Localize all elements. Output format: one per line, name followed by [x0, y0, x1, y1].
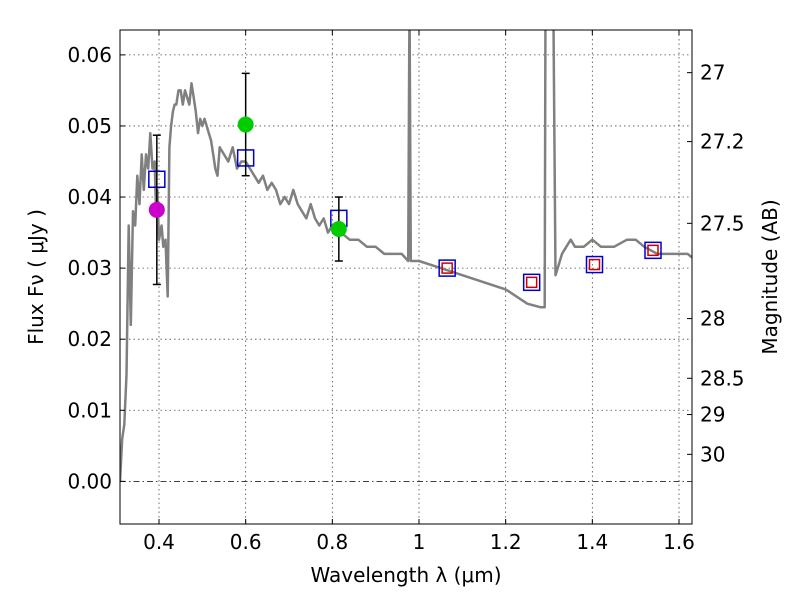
x-tick-label: 0.4	[143, 530, 175, 554]
x-tick-label: 1.6	[663, 530, 695, 554]
model-flux-marker	[522, 273, 541, 292]
observed-flux-marker	[588, 258, 601, 271]
observed-flux-marker	[525, 276, 538, 289]
y-tick-label: 0.01	[67, 398, 112, 422]
x-axis-label: Wavelength λ (μm)	[310, 563, 501, 587]
x-tick-label: 0.6	[230, 530, 262, 554]
model-flux-marker	[585, 255, 604, 274]
x-tick-label: 1.4	[576, 530, 608, 554]
observed-flux-marker	[441, 262, 453, 274]
plot-frame	[119, 29, 693, 525]
grid	[120, 30, 692, 524]
x-tick-label: 1.2	[490, 530, 522, 554]
photometry-point	[237, 116, 254, 133]
y-tick-label: 0.02	[67, 327, 112, 351]
y-tick-label: 0.06	[67, 43, 112, 67]
y-tick-label: 0.04	[67, 185, 112, 209]
y2-axis-ticks: 27 27.2 27.5 28 28.5 29 30	[687, 61, 745, 466]
x-tick-label: 1	[413, 530, 426, 554]
y2-tick-label: 27.5	[700, 211, 745, 235]
x-tick-label: 0.8	[316, 530, 348, 554]
y-tick-label: 0.03	[67, 256, 112, 280]
model-flux-marker	[644, 241, 662, 260]
y2-axis-label: Magnitude (AB)	[758, 199, 782, 354]
y2-tick-label: 30	[700, 442, 725, 466]
y2-tick-label: 28	[700, 307, 725, 331]
y2-tick-label: 29	[700, 403, 725, 427]
spectrum-line	[120, 30, 692, 482]
data-series	[120, 30, 692, 482]
y-axis-label: Flux Fν ( μJy )	[24, 209, 48, 345]
photometry-point	[330, 221, 347, 238]
y-tick-label: 0.05	[67, 114, 112, 138]
y2-tick-label: 27	[700, 61, 725, 85]
observed-flux-marker	[647, 244, 659, 257]
photometry-point	[148, 201, 165, 218]
y2-tick-label: 28.5	[700, 366, 745, 390]
y-tick-label: 0.00	[67, 469, 112, 493]
y-axis-ticks: 0.00 0.01 0.02 0.03 0.04 0.05 0.06	[67, 43, 125, 493]
model-flux-marker	[438, 259, 456, 277]
x-axis-ticks: 0.4 0.6 0.8 1 1.2 1.4 1.6	[143, 30, 695, 554]
y2-tick-label: 27.2	[700, 130, 745, 154]
